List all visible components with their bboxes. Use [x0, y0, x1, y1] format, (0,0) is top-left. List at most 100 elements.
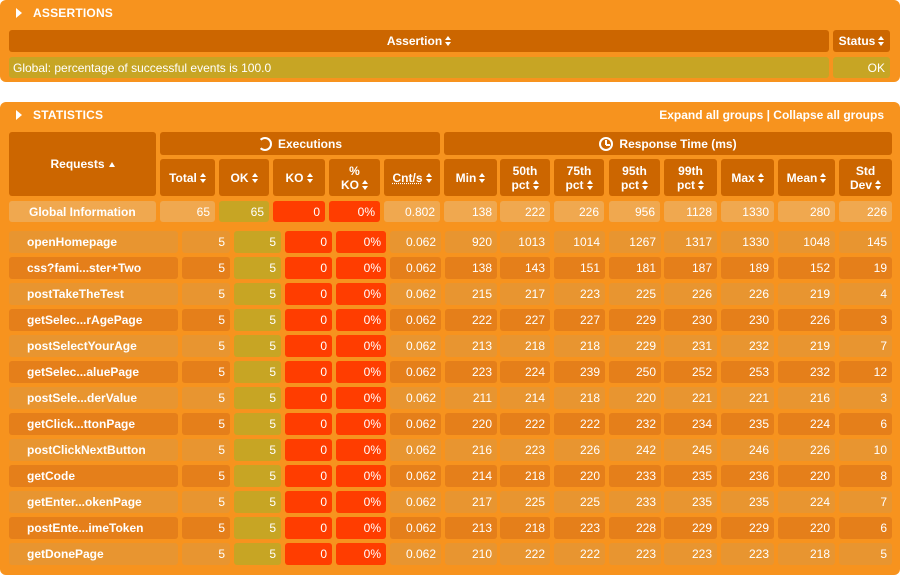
request-min-value: 216: [445, 439, 497, 461]
request-name[interactable]: css?fami...ster+Two: [9, 257, 178, 279]
global-p95-value: 956: [609, 201, 660, 222]
request-p99-value: 231: [664, 335, 717, 357]
request-ko-value: 0: [285, 413, 332, 435]
sort-icon: [445, 36, 452, 46]
request-std-dev-value: 6: [839, 517, 892, 539]
collapse-triangle-icon[interactable]: [16, 8, 22, 18]
request-ok-value: 5: [234, 335, 281, 357]
column-header-text: Dev: [849, 177, 872, 192]
request-std-dev-value: 4: [839, 283, 892, 305]
column-header-mean[interactable]: Mean: [778, 159, 835, 196]
column-header-text: Max: [731, 170, 755, 185]
request-cnt-per-sec-value: 0.062: [390, 231, 441, 253]
request-p95-value: 232: [609, 413, 661, 435]
request-cnt-per-sec-value: 0.062: [390, 387, 441, 409]
column-header-text: Total: [169, 170, 197, 185]
request-p99-value: 252: [664, 361, 717, 383]
request-std-dev-value: 19: [839, 257, 892, 279]
request-name[interactable]: postSele...derValue: [9, 387, 178, 409]
request-p75-value: 223: [554, 517, 605, 539]
request-ok-value: 5: [234, 309, 281, 331]
request-ko-value: 0: [285, 387, 332, 409]
request-cnt-per-sec-value: 0.062: [390, 361, 441, 383]
global-ko-value: 0: [273, 201, 325, 222]
column-header-ok[interactable]: OK: [219, 159, 269, 196]
request-std-dev-value: 6: [839, 413, 892, 435]
requests-column-header[interactable]: Requests: [9, 132, 156, 196]
column-header-text: pct: [511, 177, 530, 192]
sort-icon: [698, 180, 704, 191]
column-header-text: KO: [341, 177, 359, 192]
request-ko-value: 0: [285, 439, 332, 461]
request-p99-value: 229: [664, 517, 717, 539]
request-name[interactable]: getDonePage: [9, 543, 178, 565]
column-header-max[interactable]: Max: [721, 159, 774, 196]
request-name[interactable]: getSelec...aluePage: [9, 361, 178, 383]
request-max-value: 223: [721, 543, 774, 565]
request-max-value: 230: [721, 309, 774, 331]
expand-all-groups-link[interactable]: Expand all groups: [659, 108, 764, 122]
request-p75-value: 151: [554, 257, 605, 279]
request-name[interactable]: postEnte...imeToken: [9, 517, 178, 539]
request-min-value: 215: [445, 283, 497, 305]
collapse-triangle-icon[interactable]: [16, 110, 22, 120]
sort-icon: [199, 173, 206, 184]
request-ko-value: 0: [285, 309, 332, 331]
global-p99-value: 1128: [664, 201, 717, 222]
request-p75-value: 227: [554, 309, 605, 331]
request-mean-value: 226: [778, 439, 835, 461]
sort-ascending-icon: [108, 161, 115, 167]
column-header-p99[interactable]: 99th pct: [664, 159, 717, 196]
column-header-cnt-per-sec[interactable]: Cnt/s: [384, 159, 440, 196]
request-max-value: 221: [721, 387, 774, 409]
request-ko-value: 0: [285, 517, 332, 539]
column-header-percent-ko[interactable]: % KO: [329, 159, 380, 196]
column-header-ko[interactable]: KO: [273, 159, 325, 196]
request-name[interactable]: getEnter...okenPage: [9, 491, 178, 513]
request-ko-value: 0: [285, 335, 332, 357]
request-total-value: 5: [182, 309, 230, 331]
column-header-min[interactable]: Min: [444, 159, 497, 196]
statistics-title[interactable]: STATISTICS: [16, 108, 103, 122]
request-max-value: 253: [721, 361, 774, 383]
request-name[interactable]: openHomepage: [9, 231, 178, 253]
column-header-total[interactable]: Total: [160, 159, 215, 196]
global-mean-value: 280: [778, 201, 835, 222]
request-percent-ko-value: 0%: [336, 231, 386, 253]
column-header-std-dev[interactable]: Std Dev: [839, 159, 892, 196]
request-ok-value: 5: [234, 257, 281, 279]
assertion-column-header[interactable]: Assertion: [9, 30, 829, 52]
request-min-value: 217: [445, 491, 497, 513]
request-p75-value: 223: [554, 283, 605, 305]
request-p50-value: 223: [500, 439, 550, 461]
request-name[interactable]: getCode: [9, 465, 178, 487]
request-mean-value: 224: [778, 413, 835, 435]
statistics-title-text: STATISTICS: [33, 108, 104, 122]
request-percent-ko-value: 0%: [336, 387, 386, 409]
request-min-value: 138: [445, 257, 497, 279]
request-name[interactable]: postClickNextButton: [9, 439, 178, 461]
request-cnt-per-sec-value: 0.062: [390, 439, 441, 461]
request-p50-value: 143: [500, 257, 550, 279]
request-name[interactable]: postSelectYourAge: [9, 335, 178, 357]
request-p99-value: 235: [664, 491, 717, 513]
request-cnt-per-sec-value: 0.062: [390, 413, 441, 435]
column-header-p75[interactable]: 75th pct: [554, 159, 604, 196]
request-name[interactable]: getClick...ttonPage: [9, 413, 178, 435]
request-ok-value: 5: [234, 231, 281, 253]
request-name[interactable]: postTakeTheTest: [9, 283, 178, 305]
status-column-header[interactable]: Status: [833, 30, 890, 52]
sort-icon: [642, 180, 648, 191]
request-total-value: 5: [182, 361, 230, 383]
request-mean-value: 1048: [778, 231, 835, 253]
assertions-title[interactable]: ASSERTIONS: [16, 6, 113, 20]
column-header-text: pct: [621, 177, 639, 192]
request-p50-value: 1013: [500, 231, 550, 253]
collapse-all-groups-link[interactable]: Collapse all groups: [773, 108, 884, 122]
request-percent-ko-value: 0%: [336, 309, 386, 331]
column-header-p95[interactable]: 95th pct: [609, 159, 660, 196]
sort-icon: [757, 173, 764, 184]
request-name[interactable]: getSelec...rAgePage: [9, 309, 178, 331]
request-mean-value: 218: [778, 543, 835, 565]
column-header-p50[interactable]: 50th pct: [500, 159, 550, 196]
